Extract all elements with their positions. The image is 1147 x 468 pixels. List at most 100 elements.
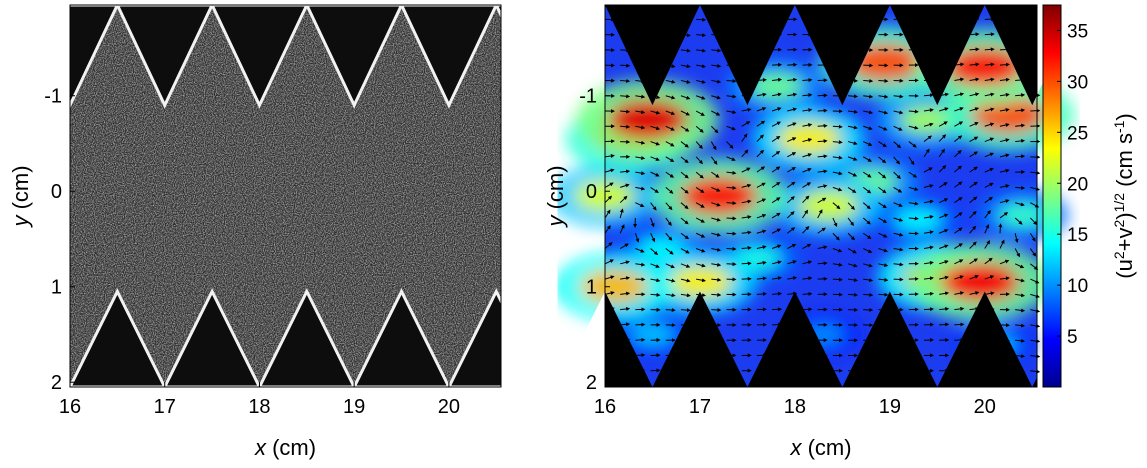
velocity-arrow [999,276,1010,281]
velocity-arrow [938,165,947,173]
velocity-arrow [802,291,813,296]
velocity-arrow [787,107,797,112]
velocity-arrow [832,248,843,253]
velocity-arrow [787,260,797,265]
velocity-arrow [710,156,718,165]
wall-tooth [210,5,309,109]
velocity-arrow [771,150,781,158]
velocity-arrow [802,182,812,188]
velocity-arrow [771,166,781,173]
colorbar-ticks: 5 10 15 20 25 30 35 [1057,21,1088,348]
y-tick-label: 0 [586,181,597,203]
wall-tooth [257,288,356,387]
velocity-arrow [954,197,963,204]
velocity-arrow [939,260,949,265]
right-x-axis-var: x [789,435,802,460]
velocity-arrow [620,307,631,311]
velocity-arrow [863,156,872,162]
velocity-arrow [878,94,889,99]
velocity-arrow [939,275,949,280]
velocity-arrow [604,275,615,280]
velocity-arrow [620,94,631,99]
velocity-arrow [1030,354,1041,359]
velocity-arrow [954,107,964,112]
velocity-arrow [923,291,934,296]
velocity-arrow [726,231,737,236]
velocity-arrow [665,171,675,178]
velocity-arrow [908,186,919,191]
velocity-arrow [741,215,752,220]
velocity-arrow [999,212,1009,219]
velocity-arrow [620,260,630,265]
colorbar-label-part: +v [1112,228,1137,252]
velocity-arrow [923,93,934,98]
velocity-arrow [969,32,980,37]
y-tick-label: 1 [586,277,597,299]
velocity-arrow [756,291,767,296]
velocity-arrow [741,261,752,266]
velocity-arrow [772,92,782,97]
velocity-arrow [680,232,690,240]
velocity-arrow [847,248,857,254]
velocity-arrow [756,92,767,97]
velocity-arrow [817,197,827,204]
velocity-arrow [620,322,631,327]
velocity-arrow [680,110,690,116]
velocity-arrow [923,167,933,173]
velocity-arrow [696,278,706,283]
velocity-arrow [923,307,934,312]
velocity-arrow [787,244,797,249]
velocity-arrow [1014,248,1020,258]
velocity-arrow [680,171,689,179]
velocity-arrow [650,217,655,228]
velocity-arrow [832,232,840,241]
velocity-arrow [923,230,934,235]
velocity-arrow [938,121,948,127]
velocity-arrow [635,125,646,130]
velocity-arrow [1029,248,1037,257]
velocity-arrow [863,125,873,131]
velocity-arrow [802,77,813,82]
x-tick-label: 20 [438,396,460,418]
velocity-arrow [984,62,995,67]
velocity-arrow [619,224,625,234]
velocity-arrow [696,79,706,84]
velocity-arrow [984,137,995,143]
velocity-arrow [954,135,963,142]
velocity-arrow [984,77,995,82]
y-tick-label: 1 [51,277,62,299]
velocity-arrow [969,258,978,265]
velocity-arrow [695,171,704,179]
velocity-arrow [680,308,691,313]
velocity-arrow [999,239,1005,249]
velocity-arrow [893,110,904,115]
velocity-heatmap-panel: 16 17 18 19 20 -1 0 1 2 x (cm) y (cm) [543,4,1075,460]
y-tick-label: 2 [51,372,62,394]
velocity-arrow [893,262,904,267]
velocity-arrow [665,95,676,100]
velocity-arrow [802,168,812,173]
velocity-arrow [847,278,858,282]
velocity-arrow [847,141,858,146]
velocity-arrow [908,156,915,166]
velocity-arrow [999,123,1010,127]
velocity-arrow [817,123,828,128]
velocity-arrow [1030,186,1040,191]
velocity-arrow [635,155,646,160]
velocity-arrow [1030,323,1041,328]
velocity-arrow [969,181,978,188]
velocity-arrow [635,202,645,208]
velocity-arrow [620,169,631,174]
colorbar-label-sup: 2 [1111,220,1127,228]
wall-tooth [399,5,498,109]
velocity-arrow [893,247,904,252]
velocity-arrow [954,259,964,265]
velocity-arrow [969,225,977,234]
velocity-arrow [680,217,689,225]
velocity-arrow [741,149,749,158]
hotspot-core [607,99,688,140]
velocity-arrow [878,110,889,115]
velocity-arrow [604,168,615,173]
